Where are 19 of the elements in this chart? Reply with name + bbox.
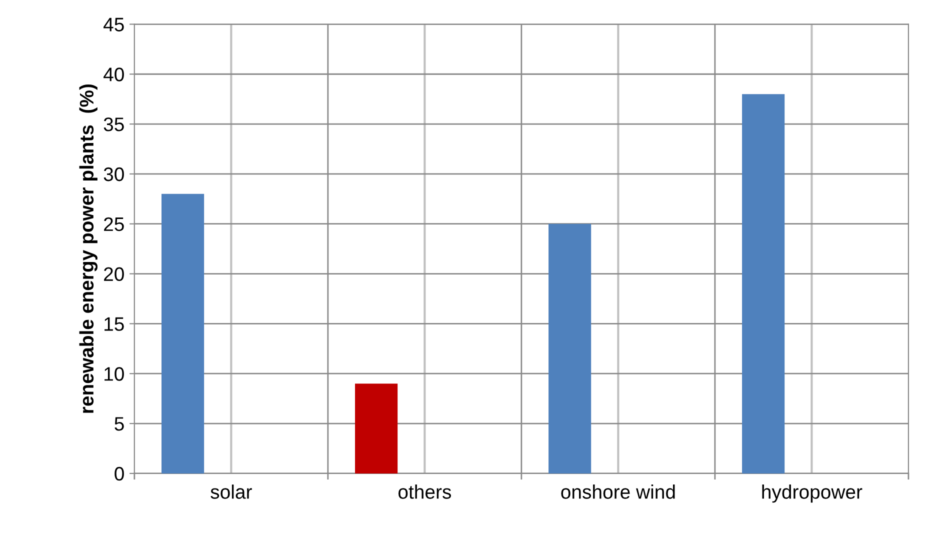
x-tick-label: solar: [210, 484, 252, 499]
bar: [355, 384, 398, 474]
bar: [742, 94, 785, 474]
y-tick-label: 25: [104, 217, 124, 232]
y-tick-label: 15: [104, 317, 124, 331]
y-tick-label: 35: [104, 118, 124, 132]
y-tick-label: 45: [104, 18, 124, 32]
x-tick-label: others: [398, 484, 452, 499]
y-tick-label: 0: [114, 466, 124, 481]
y-tick-label: 10: [104, 367, 124, 381]
bar: [548, 224, 592, 474]
x-tick-label: onshore wind: [561, 484, 675, 499]
y-tick-label: 20: [104, 267, 124, 282]
y-tick-label: 5: [114, 417, 124, 431]
y-tick-label: 30: [104, 167, 124, 182]
y-axis-title: renewable energy power plants (%): [79, 84, 98, 413]
x-tick-label: hydropower: [762, 484, 862, 503]
y-tick-label: 40: [104, 68, 124, 82]
bar: [162, 194, 204, 474]
